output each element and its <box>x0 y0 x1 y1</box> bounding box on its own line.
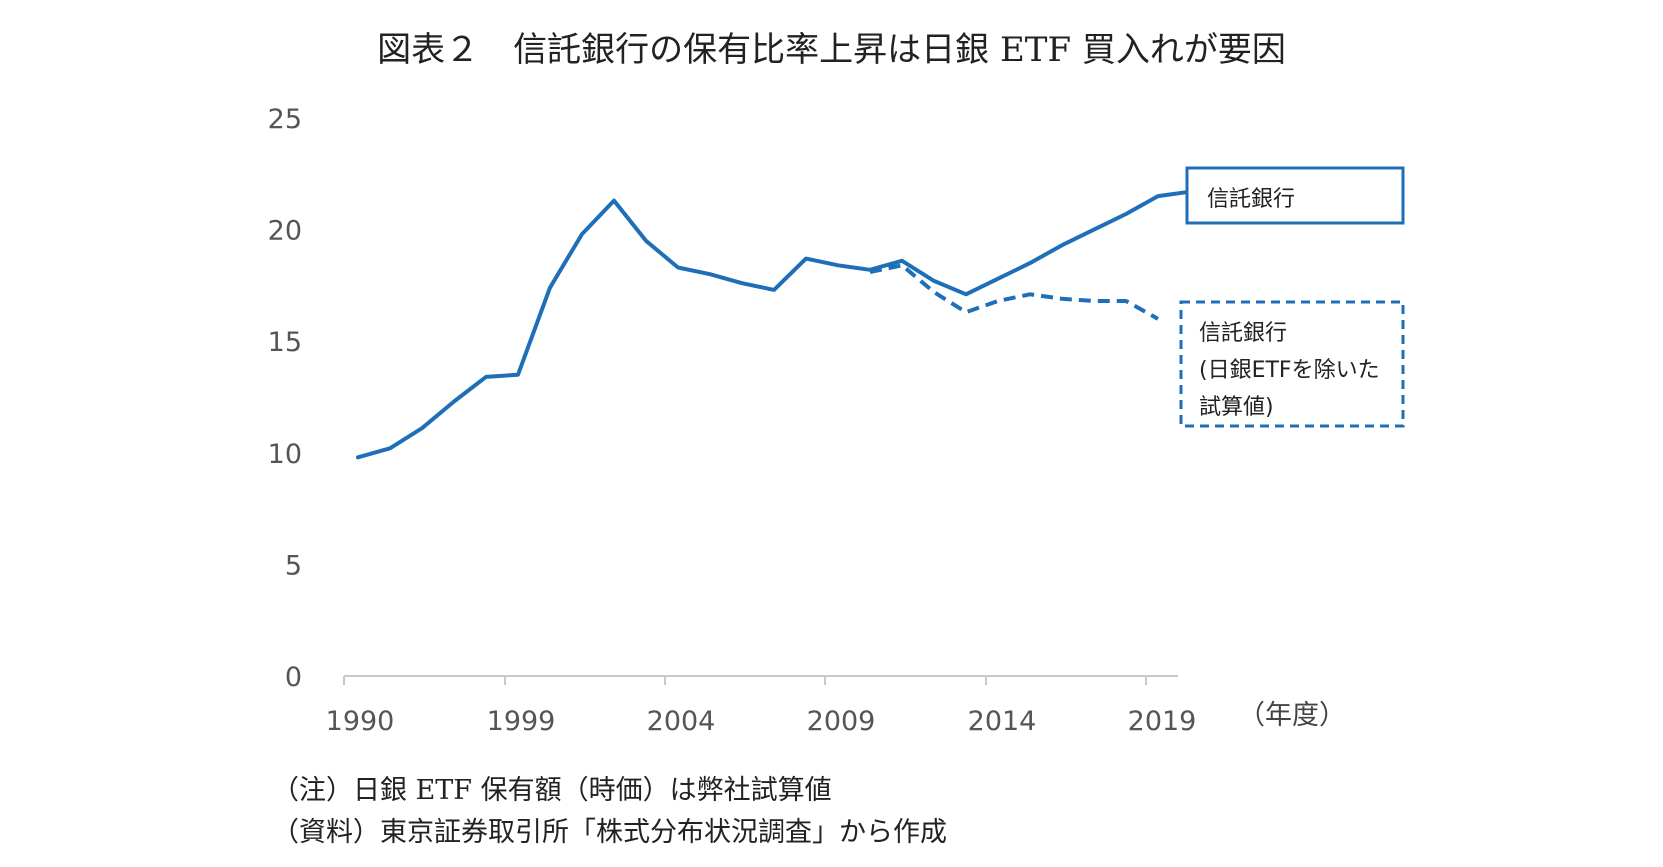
y-axis: 0 5 10 15 20 25 <box>268 104 302 693</box>
x-tick-label: 2019 <box>1128 706 1197 737</box>
y-tick-label: 25 <box>268 104 302 135</box>
source-line: （資料）東京証券取引所「株式分布状況調査」から作成 <box>272 817 947 848</box>
series-line-trust-banks <box>356 189 1192 460</box>
legend-box <box>1179 300 1405 428</box>
x-tick-label: 2014 <box>968 706 1037 737</box>
legend-item-trust-banks: 信託銀行 <box>1185 166 1405 225</box>
y-tick-label: 10 <box>268 439 302 470</box>
x-tick-label: 2004 <box>647 706 716 737</box>
x-tick-label: 1990 <box>326 706 395 737</box>
x-tick-label: 2009 <box>807 706 876 737</box>
y-tick-label: 5 <box>285 550 302 581</box>
chart-title: 図表２ 信託銀行の保有比率上昇は日銀 ETF 買入れが要因 <box>377 30 1286 70</box>
footnotes: （注）日銀 ETF 保有額（時価）は弊社試算値 （資料）東京証券取引所「株式分布… <box>272 770 947 854</box>
legend-label-line: (日銀ETFを除いた <box>1199 358 1380 383</box>
legend-box <box>1185 166 1405 225</box>
legend-label-line: 信託銀行 <box>1199 321 1287 346</box>
x-axis-unit-label: （年度） <box>1238 700 1346 731</box>
legend-label: 信託銀行 <box>1207 187 1295 212</box>
x-tick-label: 1999 <box>487 706 556 737</box>
y-tick-label: 20 <box>268 216 302 247</box>
legend-label-line: 試算値) <box>1199 395 1274 420</box>
series-line-excluding-etf <box>869 263 1159 321</box>
note-line: （注）日銀 ETF 保有額（時価）は弊社試算値 <box>272 775 832 806</box>
y-tick-label: 0 <box>285 662 302 693</box>
series-group <box>356 189 1192 460</box>
y-tick-label: 15 <box>268 327 302 358</box>
x-axis: 1990 1999 2004 2009 2014 2019 <box>326 675 1197 737</box>
